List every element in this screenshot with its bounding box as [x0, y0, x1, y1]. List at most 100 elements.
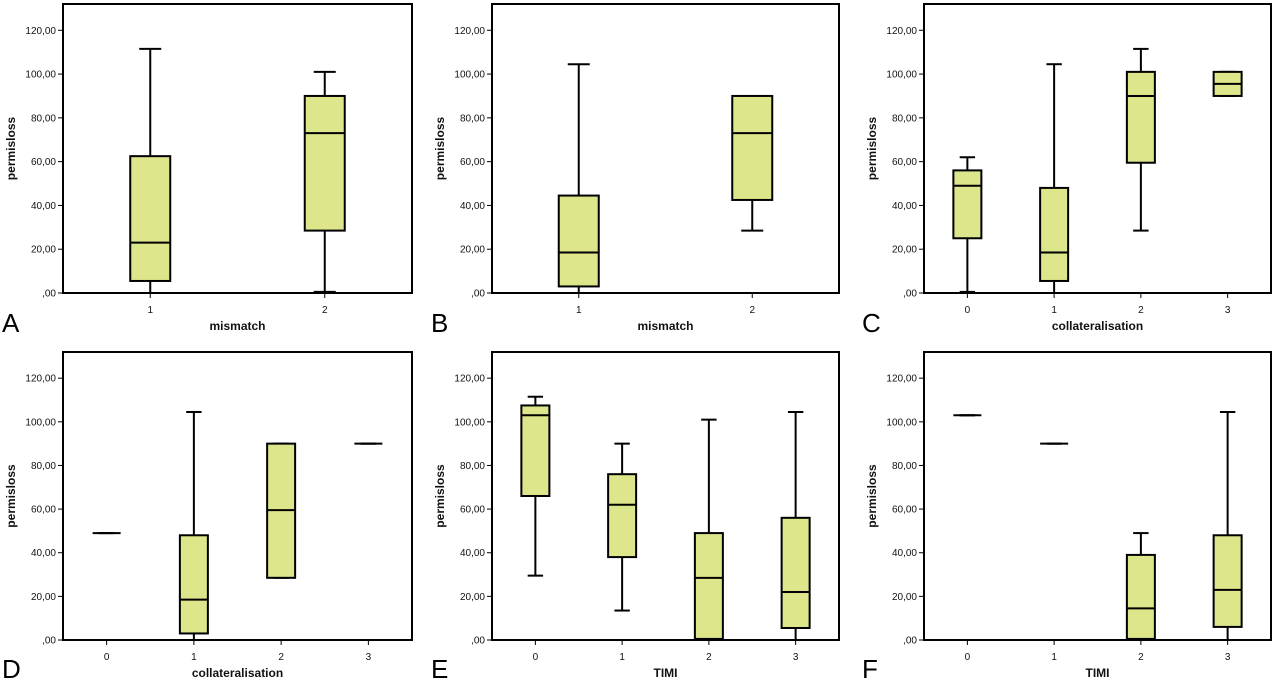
panel-letter: B	[431, 308, 448, 338]
y-axis-label: permisloss	[433, 116, 447, 180]
iqr-box	[1125, 70, 1156, 164]
box-1	[607, 442, 638, 612]
x-tick-label: 2	[278, 652, 284, 663]
box-1	[129, 47, 172, 294]
x-tick-label: 1	[147, 305, 153, 316]
y-tick-label: 100,00	[886, 70, 917, 81]
panel-letter: C	[862, 308, 881, 338]
x-tick-label: 3	[1225, 652, 1231, 663]
y-axis-label: permisloss	[4, 464, 18, 528]
y-tick-label: 100,00	[454, 70, 485, 81]
y-tick-label: ,00	[471, 636, 485, 647]
y-tick-label: ,00	[903, 636, 917, 647]
y-tick-label: 100,00	[886, 417, 917, 428]
x-axis-label: TIMI	[1086, 666, 1110, 680]
x-tick-label: 3	[366, 652, 372, 663]
box-2	[693, 418, 724, 641]
y-tick-label: 120,00	[886, 374, 917, 385]
y-tick-label: 20,00	[892, 245, 917, 256]
y-tick-label: 40,00	[892, 548, 917, 559]
panel-d: ,00 20,00 40,00 60,00 80,00 100,00 120,00 permi…	[2, 351, 413, 680]
box-2	[731, 94, 774, 232]
y-tick-label: 60,00	[31, 505, 56, 516]
y-tick-label: 80,00	[460, 113, 485, 124]
y-tick-label: 40,00	[460, 548, 485, 559]
x-tick-label: 0	[965, 305, 971, 316]
x-tick-label: 2	[1138, 652, 1144, 663]
box-2	[1125, 47, 1156, 232]
y-axis-label: permisloss	[865, 116, 879, 180]
panel-c: ,00 20,00 40,00 60,00 80,00 100,00 120,00 permi…	[862, 3, 1272, 338]
y-tick-label: 20,00	[892, 592, 917, 603]
x-tick-label: 2	[706, 652, 712, 663]
y-tick-label: 120,00	[454, 26, 485, 37]
iqr-box	[178, 534, 209, 635]
y-axis-label: permisloss	[865, 464, 879, 528]
iqr-box	[607, 473, 638, 559]
iqr-box	[520, 404, 551, 498]
x-tick-label: 2	[322, 305, 328, 316]
x-tick-label: 1	[1051, 652, 1057, 663]
y-tick-label: 20,00	[31, 245, 56, 256]
x-tick-label: 1	[619, 652, 625, 663]
y-tick-label: ,00	[42, 636, 56, 647]
x-axis-label: collateralisation	[192, 666, 283, 680]
y-tick-label: ,00	[471, 289, 485, 300]
panel-f: ,00 20,00 40,00 60,00 80,00 100,00 120,00 permi…	[862, 351, 1272, 680]
y-tick-label: 80,00	[31, 461, 56, 472]
y-tick-label: 100,00	[25, 417, 56, 428]
iqr-box	[952, 169, 983, 240]
box-0	[952, 156, 983, 293]
panel-letter: D	[2, 654, 21, 680]
x-tick-label: 1	[1051, 305, 1057, 316]
iqr-box	[557, 194, 600, 288]
box-3	[780, 411, 811, 641]
panel-letter: E	[431, 654, 448, 680]
y-tick-label: 80,00	[892, 461, 917, 472]
iqr-box	[731, 94, 774, 201]
panel-letter: A	[2, 308, 20, 338]
iqr-box	[129, 155, 172, 282]
panel-b: ,00 20,00 40,00 60,00 80,00 100,00 120,00 permi…	[431, 3, 840, 338]
panel-e: ,00 20,00 40,00 60,00 80,00 100,00 120,00 permi…	[431, 351, 840, 680]
x-tick-label: 1	[576, 305, 582, 316]
iqr-box	[780, 516, 811, 629]
iqr-box	[1125, 553, 1156, 640]
y-axis-label: permisloss	[4, 116, 18, 180]
y-tick-label: 40,00	[31, 201, 56, 212]
box-1	[557, 63, 600, 294]
y-tick-label: 60,00	[892, 505, 917, 516]
iqr-box	[693, 532, 724, 640]
y-tick-label: 60,00	[460, 157, 485, 168]
plot-frame	[62, 3, 413, 294]
x-tick-label: 2	[1138, 305, 1144, 316]
y-tick-label: 80,00	[31, 113, 56, 124]
y-tick-label: 80,00	[460, 461, 485, 472]
box-2	[1125, 532, 1156, 641]
box-3	[1212, 411, 1243, 641]
y-tick-label: 40,00	[31, 548, 56, 559]
y-tick-label: ,00	[42, 289, 56, 300]
y-tick-label: 120,00	[454, 374, 485, 385]
x-axis-label: mismatch	[209, 319, 265, 333]
panel-a: ,00 20,00 40,00 60,00 80,00 100,00 120,00 permi…	[2, 3, 413, 338]
y-tick-label: 40,00	[892, 201, 917, 212]
y-tick-label: 120,00	[886, 26, 917, 37]
y-tick-label: 120,00	[25, 26, 56, 37]
x-tick-label: 1	[191, 652, 197, 663]
y-axis-label: permisloss	[433, 464, 447, 528]
x-axis-label: mismatch	[637, 319, 693, 333]
y-tick-label: 80,00	[892, 113, 917, 124]
box-2	[303, 70, 346, 293]
y-tick-label: ,00	[903, 289, 917, 300]
panel-letter: F	[862, 654, 878, 680]
y-tick-label: 40,00	[460, 201, 485, 212]
x-tick-label: 0	[965, 652, 971, 663]
box-1	[178, 411, 209, 641]
box-3	[1212, 70, 1243, 97]
y-tick-label: 20,00	[460, 245, 485, 256]
x-tick-label: 3	[793, 652, 799, 663]
y-tick-label: 100,00	[25, 70, 56, 81]
x-tick-label: 0	[104, 652, 110, 663]
